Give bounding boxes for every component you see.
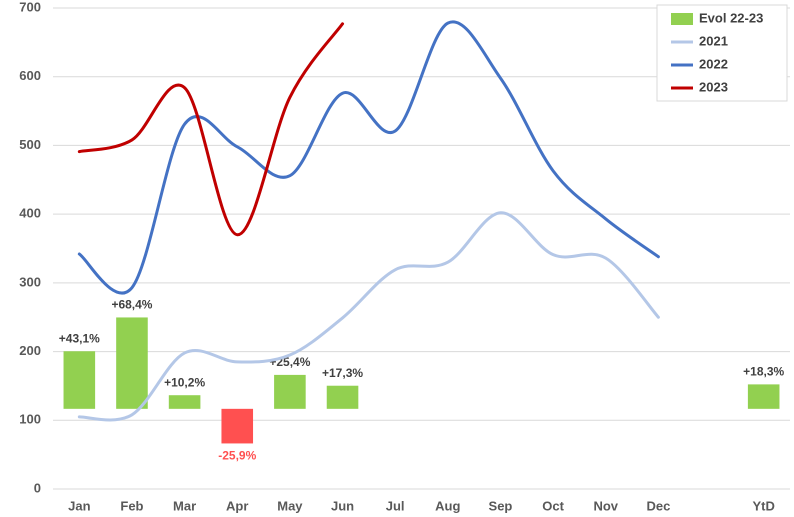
y-tick-label: 500	[19, 137, 41, 152]
legend-label: Evol 22-23	[699, 10, 763, 25]
x-tick-label: Feb	[120, 498, 143, 513]
bar	[63, 351, 96, 409]
value-label: +17,3%	[322, 366, 363, 380]
x-tick-label: Mar	[173, 498, 196, 513]
bar	[747, 384, 780, 409]
bar	[116, 317, 148, 409]
legend-label: 2021	[699, 33, 728, 48]
x-tick-label: Aug	[435, 498, 460, 513]
value-label: +10,2%	[164, 375, 205, 389]
line	[77, 211, 660, 422]
legend-swatch	[671, 13, 693, 25]
x-tick-label: May	[277, 498, 303, 513]
line	[77, 22, 345, 237]
x-tick-label: Oct	[542, 498, 564, 513]
x-tick-label: Jun	[331, 498, 354, 513]
y-tick-label: 700	[19, 0, 41, 14]
legend-label: 2022	[699, 56, 728, 71]
x-tick-label: YtD	[752, 498, 774, 513]
y-tick-label: 300	[19, 274, 41, 289]
line	[77, 20, 660, 295]
bar	[326, 385, 359, 409]
bar	[168, 395, 201, 409]
y-tick-label: 600	[19, 68, 41, 83]
x-tick-label: Sep	[489, 498, 513, 513]
x-tick-label: Jul	[386, 498, 405, 513]
y-tick-label: 400	[19, 206, 41, 221]
y-tick-label: 200	[19, 343, 41, 358]
bar	[274, 374, 306, 409]
value-label: +25,4%	[269, 355, 310, 369]
x-tick-label: Dec	[646, 498, 670, 513]
legend-label: 2023	[699, 79, 728, 94]
x-tick-label: Apr	[226, 498, 248, 513]
x-tick-label: Nov	[593, 498, 618, 513]
y-tick-label: 100	[19, 412, 41, 427]
value-label: +68,4%	[111, 298, 152, 312]
y-tick-label: 0	[34, 480, 41, 495]
x-tick-label: Jan	[68, 498, 90, 513]
value-label: +18,3%	[743, 365, 784, 379]
value-label: -25,9%	[218, 449, 256, 463]
bar	[221, 408, 254, 444]
value-label: +43,1%	[59, 331, 100, 345]
